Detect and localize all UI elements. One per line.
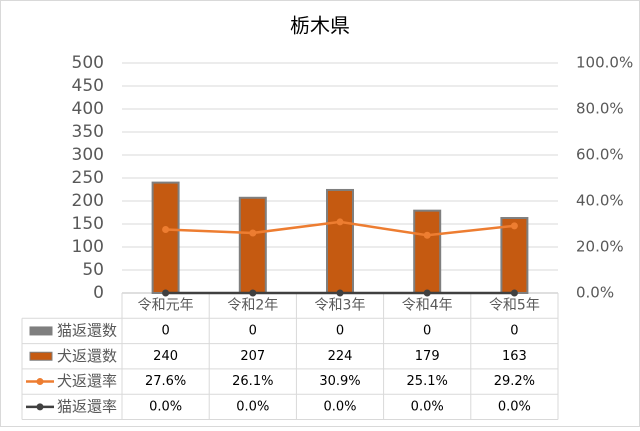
table-value: 224	[328, 349, 353, 364]
table-value: 0	[423, 323, 431, 338]
y-tick-label: 100	[72, 237, 104, 257]
table-value: 179	[415, 349, 440, 364]
table-value: 0	[161, 323, 169, 338]
y2-tick-label: 40.0%	[576, 192, 624, 210]
table-value: 0	[249, 323, 257, 338]
line-point	[249, 289, 257, 297]
legend-label: 犬返還率	[57, 372, 117, 390]
table-value: 240	[153, 349, 178, 364]
table-value: 0	[510, 323, 518, 338]
table-value: 0.0%	[323, 399, 356, 414]
table-value: 27.6%	[145, 374, 186, 389]
line-point	[336, 218, 344, 226]
y-tick-label: 450	[72, 76, 104, 96]
table-value: 207	[240, 349, 265, 364]
bar	[326, 188, 354, 295]
x-tick-label: 令和4年	[402, 298, 453, 314]
line-point	[510, 289, 518, 297]
line-point	[423, 289, 431, 297]
table-value: 0.0%	[498, 399, 531, 414]
bar	[238, 196, 267, 294]
legend-label: 猫返還数	[57, 321, 117, 339]
y-tick-label: 0	[93, 283, 104, 303]
y2-tick-label: 20.0%	[576, 238, 624, 256]
y-tick-label: 200	[72, 191, 104, 211]
line-point	[162, 226, 170, 234]
y-tick-label: 300	[72, 145, 104, 165]
y-tick-label: 350	[72, 122, 104, 142]
table-value: 25.1%	[407, 374, 448, 389]
bar	[151, 181, 180, 295]
legend-key	[29, 326, 53, 336]
legend-label: 犬返還数	[57, 347, 117, 365]
x-tick-label: 令和3年	[315, 298, 366, 314]
legend-label: 猫返還率	[57, 397, 117, 415]
y2-tick-label: 60.0%	[576, 146, 624, 164]
y-tick-label: 250	[72, 168, 104, 188]
x-tick-label: 令和5年	[489, 298, 540, 314]
y2-tick-label: 80.0%	[576, 100, 624, 118]
chart-title: 栃木県	[290, 14, 350, 38]
y-tick-label: 150	[72, 214, 104, 234]
table-value: 0.0%	[149, 399, 182, 414]
line-point	[249, 229, 257, 237]
y-tick-label: 50	[82, 260, 104, 280]
x-tick-label: 令和2年	[227, 298, 278, 314]
table-value: 29.2%	[494, 374, 535, 389]
legend-key	[29, 351, 53, 361]
legend-key	[36, 403, 44, 411]
line-point	[510, 222, 518, 230]
line-point	[162, 289, 170, 297]
table-value: 26.1%	[232, 374, 273, 389]
x-tick-label: 令和元年	[138, 298, 194, 314]
table-value: 0.0%	[411, 399, 444, 414]
line-point	[336, 289, 344, 297]
table-value: 30.9%	[319, 374, 360, 389]
line-point	[423, 231, 431, 239]
y2-tick-label: 100.0%	[576, 54, 633, 72]
table-value: 163	[502, 349, 527, 364]
y2-tick-label: 0.0%	[576, 284, 614, 302]
y-tick-label: 500	[72, 53, 104, 73]
table-value: 0	[336, 323, 344, 338]
y-tick-label: 400	[72, 99, 104, 119]
legend-key	[36, 378, 44, 386]
table-value: 0.0%	[236, 399, 269, 414]
bar	[413, 209, 442, 294]
